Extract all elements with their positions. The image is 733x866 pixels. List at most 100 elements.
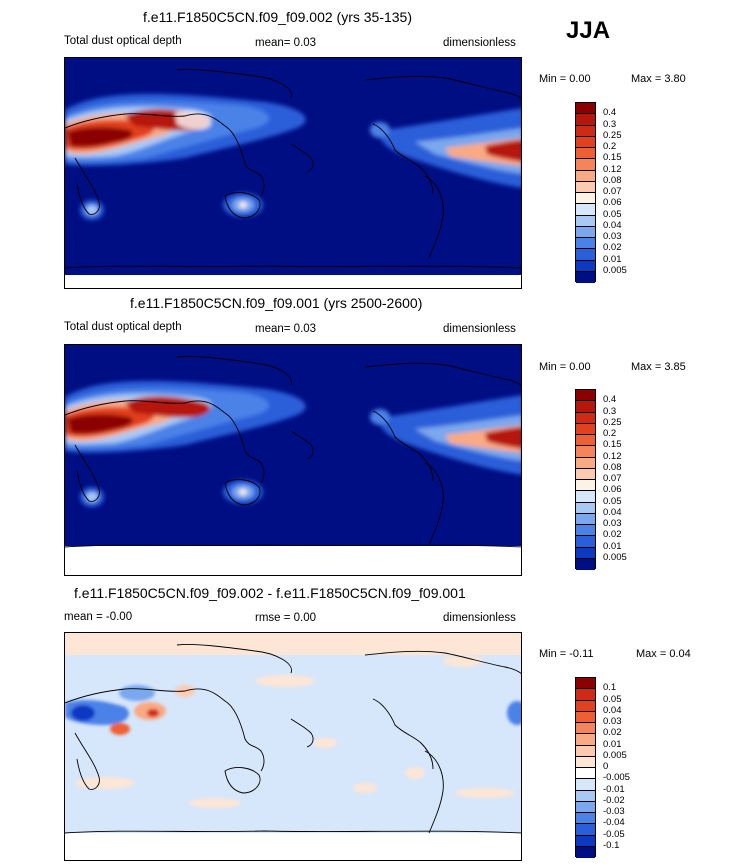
colorbar-tick-label: 0.07 — [603, 473, 622, 484]
siberia-coast — [176, 644, 292, 674]
colorbar-tick-label: 0.04 — [603, 506, 622, 518]
antarctica-coast — [65, 544, 521, 548]
islands — [290, 143, 314, 173]
colorbar-swatch — [576, 468, 595, 480]
diff-pos-samerica — [405, 767, 425, 779]
colorbar-swatch — [576, 125, 595, 137]
panel3-mean: mean = -0.00 — [64, 611, 133, 623]
colorbar-swatch — [576, 558, 595, 570]
colorbar-tick-label: 0.05 — [603, 208, 622, 220]
colorbar-tick-label: -0.01 — [603, 783, 625, 795]
colorbar-tick-label: 0.3 — [603, 405, 617, 417]
colorbar-swatch — [576, 689, 595, 701]
arctic-coast — [364, 362, 521, 387]
safrica-inner — [86, 492, 98, 502]
colorbar-swatch — [576, 260, 595, 272]
colorbar-swatch — [576, 446, 595, 458]
panel1-coastlines — [65, 69, 521, 269]
australia-core — [239, 202, 247, 208]
colorbar-tick-label: 0 — [603, 761, 609, 772]
colorbar-tick-label: 0.01 — [603, 738, 622, 750]
colorbar-swatch — [576, 547, 595, 559]
colorbar-tick-label: 0.01 — [603, 540, 622, 552]
antarctica-nodata — [65, 833, 521, 860]
panel1-dust-field — [65, 94, 521, 220]
antarctica-nodata — [65, 275, 521, 288]
safrica-inner — [86, 205, 98, 215]
colorbar-tick-label: 0.15 — [603, 439, 622, 451]
colorbar-tick-label: 0.08 — [603, 174, 622, 186]
colorbar-swatch — [576, 103, 595, 115]
colorbar-swatch — [576, 846, 595, 858]
panel3-title: f.e11.F1850C5CN.f09_f09.002 - f.e11.F185… — [74, 585, 466, 601]
panel1-map — [64, 57, 522, 289]
diff-pos-spacific — [353, 783, 377, 793]
atlantic-core — [485, 140, 521, 162]
colorbar-swatch — [576, 238, 595, 250]
diff-background — [65, 633, 521, 860]
colorbar-swatch — [576, 801, 595, 813]
panel2-map — [64, 344, 522, 576]
colorbar-tick-label: 0.03 — [603, 716, 622, 727]
colorbar-swatch — [576, 170, 595, 182]
colorbar-swatch — [576, 813, 595, 825]
antarctica-coast — [65, 830, 521, 834]
australia-coast — [224, 479, 261, 506]
ocean-background — [65, 345, 521, 575]
samerica-coast — [424, 462, 444, 546]
colorbar-tick-label: -0.04 — [603, 817, 625, 829]
colorbar-tick-label: -0.03 — [603, 806, 625, 817]
colorbar-swatch — [576, 204, 595, 216]
colorbar-swatch — [576, 835, 595, 847]
colorbar-swatch — [576, 756, 595, 768]
panel3-rmse: rmse = 0.00 — [255, 612, 317, 624]
australia-coast — [224, 192, 261, 219]
panel1-colorbar — [575, 102, 596, 283]
plume-core — [67, 127, 133, 147]
panel3-coastlines — [65, 644, 521, 834]
namerica-coast — [372, 123, 434, 195]
colorbar-tick-label: 0.07 — [603, 186, 622, 197]
panel2-variable-label: Total dust optical depth — [64, 321, 182, 333]
arctic-coast — [364, 650, 521, 675]
africa-coast — [74, 444, 100, 502]
panel3-map — [64, 632, 522, 861]
colorbar-swatch — [576, 390, 595, 402]
colorbar-tick-label: 0.2 — [603, 141, 617, 152]
colorbar-tick-label: 0.02 — [603, 529, 622, 541]
colorbar-swatch — [576, 215, 595, 227]
season-label: JJA — [566, 17, 611, 44]
colorbar-tick-label: 0.02 — [603, 242, 622, 254]
panel1-variable-label: Total dust optical depth — [64, 35, 182, 47]
panel1-max: Max = 3.80 — [631, 73, 686, 85]
colorbar-tick-label: 0.005 — [603, 749, 627, 761]
colorbar-tick-label: -0.02 — [603, 794, 625, 806]
colorbar-swatch — [576, 513, 595, 525]
eurasia-coast — [65, 400, 265, 484]
panel3-diff-field — [65, 655, 521, 808]
siberia-coast — [176, 69, 292, 99]
colorbar-swatch — [576, 525, 595, 537]
asia-highlight — [175, 110, 211, 130]
colorbar-tick-label: 0.06 — [603, 197, 622, 209]
colorbar-swatch — [576, 423, 595, 435]
colorbar-tick-label: 0.25 — [603, 416, 622, 428]
plume-core — [67, 414, 133, 434]
panel2-mean: mean= 0.03 — [255, 323, 317, 335]
colorbar-tick-label: 0.04 — [603, 219, 622, 231]
eurasia-coast — [65, 113, 265, 197]
colorbar-tick-label: 0.03 — [603, 231, 622, 242]
colorbar-swatch — [576, 159, 595, 171]
colorbar-swatch — [576, 536, 595, 548]
panel1-mean: mean= 0.03 — [255, 37, 317, 49]
arctic-band — [65, 633, 521, 655]
diff-neg-core — [71, 705, 95, 721]
colorbar-swatch — [576, 700, 595, 712]
colorbar-swatch — [576, 457, 595, 469]
colorbar-swatch — [576, 435, 595, 447]
siberia-coast — [176, 356, 292, 386]
colorbar-tick-label: 0.05 — [603, 495, 622, 507]
panel2-units: dimensionless — [443, 323, 516, 335]
panel3-max: Max = 0.04 — [636, 648, 691, 660]
diff-pos-npacific — [255, 675, 315, 687]
